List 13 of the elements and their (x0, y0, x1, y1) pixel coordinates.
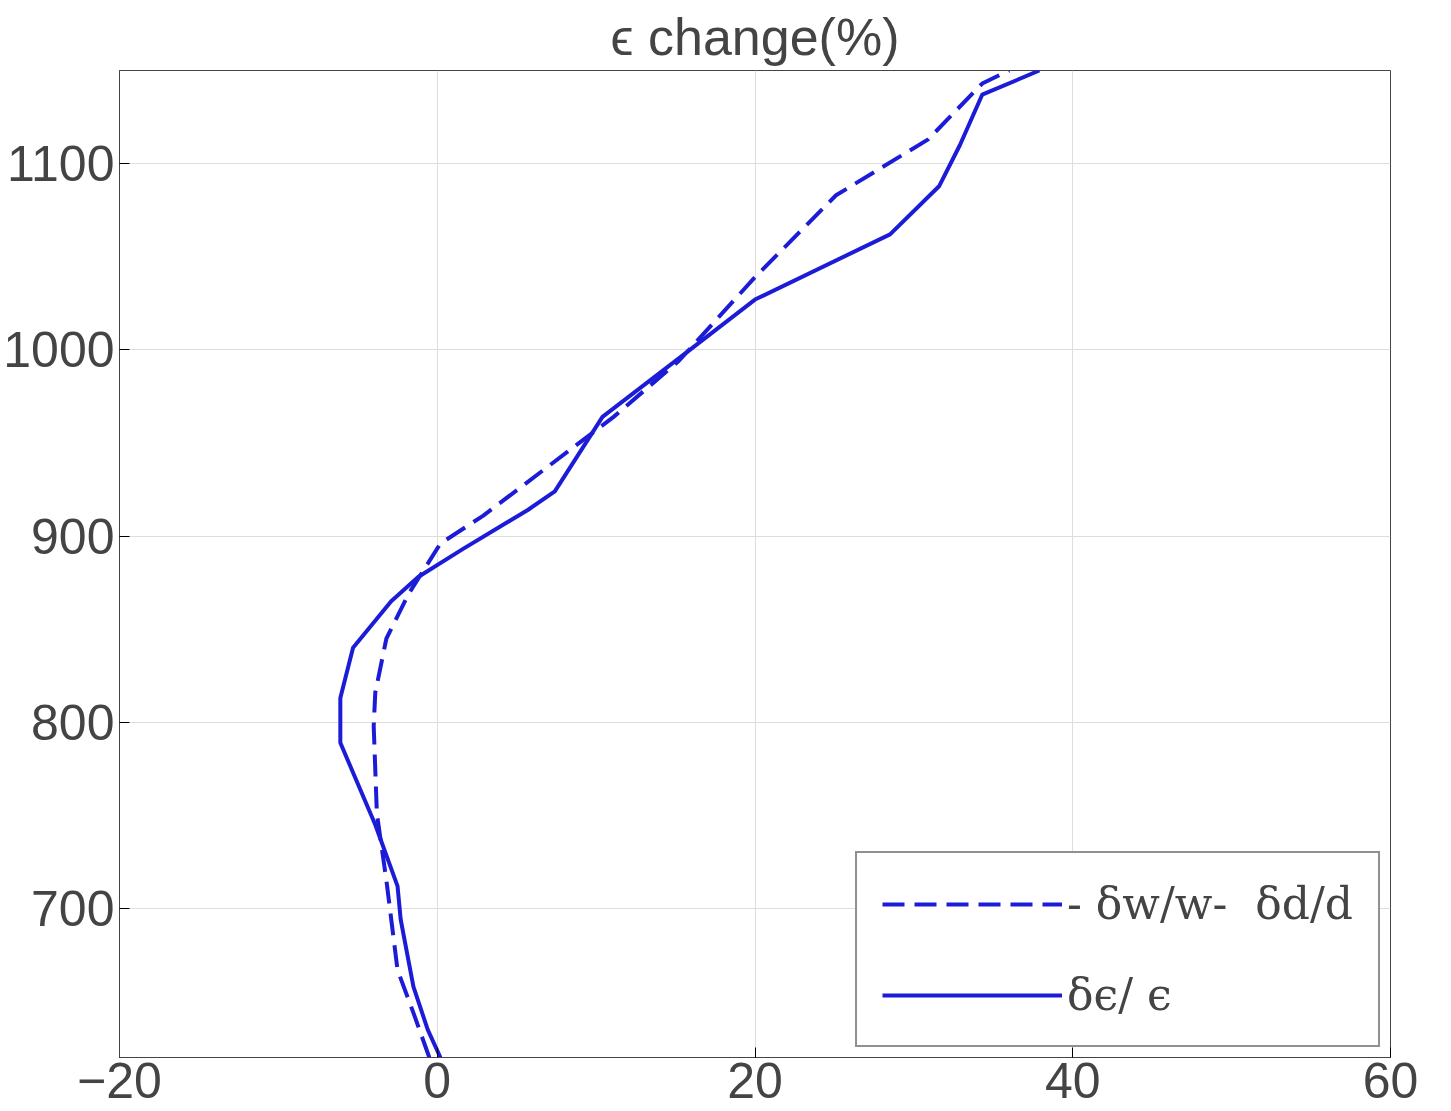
y-tick-label: 1000 (3, 322, 115, 379)
x-tick-label: −20 (77, 1052, 162, 1109)
y-tick-label: 900 (31, 508, 115, 565)
x-tick-label: 40 (1044, 1052, 1101, 1109)
x-tick-label: 0 (423, 1052, 452, 1109)
y-tick-label: 700 (31, 881, 115, 938)
legend-label: - δw/w- δd/d (1067, 878, 1353, 929)
y-tick-label: 800 (31, 694, 115, 751)
x-tick-label: 20 (727, 1052, 783, 1109)
x-tick-label: 60 (1362, 1052, 1419, 1109)
y-tick-label: 1100 (6, 136, 115, 193)
legend-label: δϵ/ ϵ (1067, 969, 1172, 1020)
chart-title: ϵ change(%) (610, 7, 900, 66)
